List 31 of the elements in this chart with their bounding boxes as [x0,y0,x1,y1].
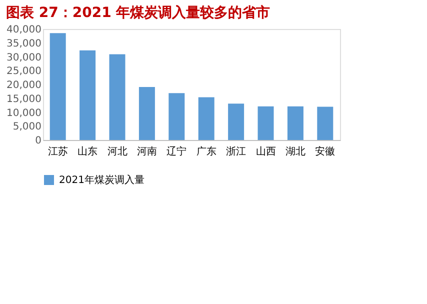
bar [287,106,304,140]
x-tick-label: 河北 [107,146,128,158]
x-tick-label: 浙江 [226,146,246,158]
bar [317,106,334,140]
x-tick-label: 安徽 [315,146,336,158]
y-tick-label: 15,000 [6,94,42,105]
y-tick-label: 25,000 [6,66,42,78]
y-tick-label: 30,000 [6,52,42,64]
bar [168,93,185,140]
x-tick-label: 湖北 [285,146,306,158]
chart-title: 图表 27：2021 年煤炭调入量较多的省市 [6,4,270,21]
y-tick-label: 10,000 [6,108,42,119]
bar [228,104,244,140]
y-tick-label: 40,000 [6,24,42,36]
x-tick-label: 江苏 [48,146,68,158]
y-tick-label: 20,000 [6,80,42,91]
x-tick-label: 山西 [256,146,276,158]
y-tick-label: 35,000 [6,38,42,50]
x-tick-label: 辽宁 [166,146,187,158]
bar [258,106,274,140]
x-tick-label: 山东 [78,146,98,158]
bar [50,33,66,140]
x-tick-label: 广东 [196,146,216,158]
bar [80,50,96,140]
bar [198,97,214,140]
x-tick-label: 河南 [136,146,157,158]
bar [138,87,155,140]
y-tick-label: 0 [35,136,42,146]
legend-label: 2021年煤炭调入量 [59,174,144,186]
bar [109,54,126,140]
y-tick-label: 5,000 [12,122,42,133]
